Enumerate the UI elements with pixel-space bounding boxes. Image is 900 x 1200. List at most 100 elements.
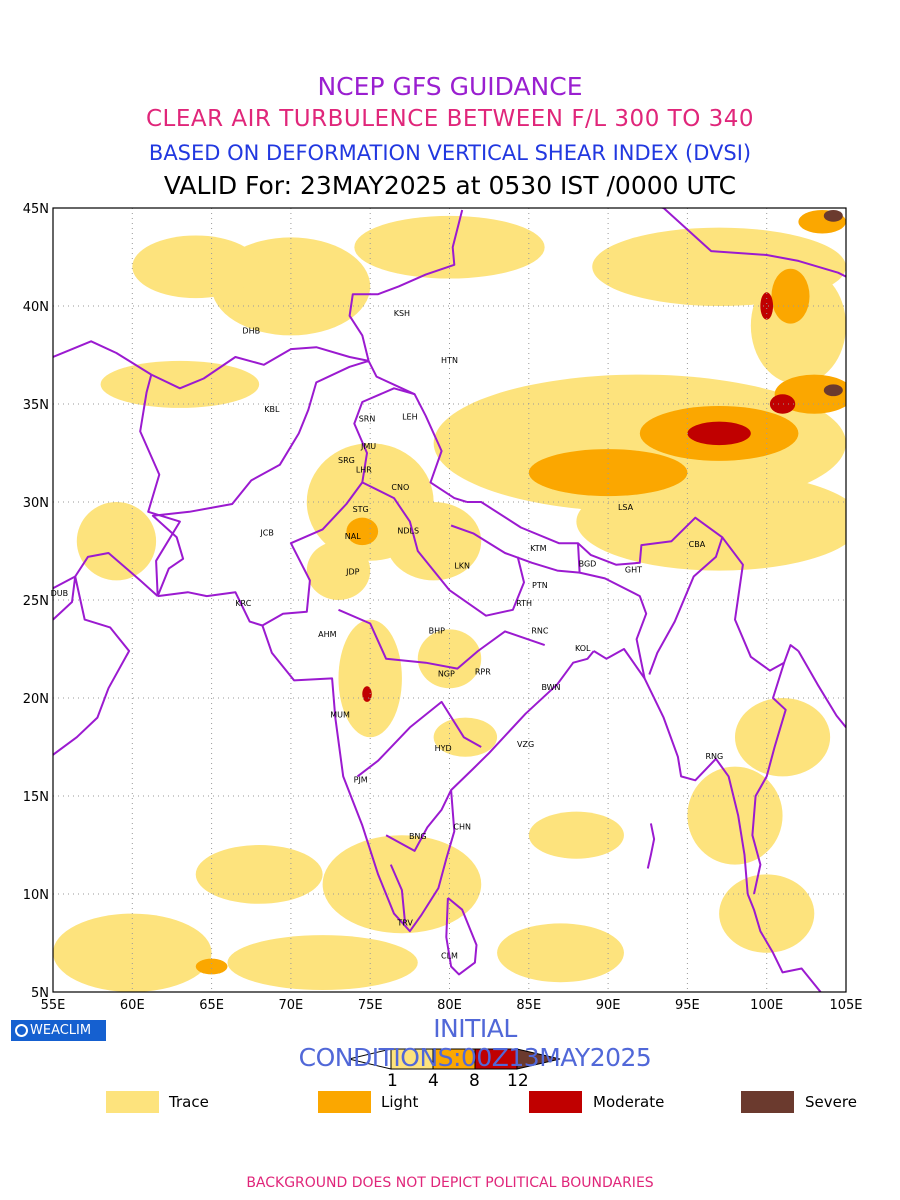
turbulence-light-area-24	[528, 449, 688, 497]
lon-label-90E: 90E	[596, 998, 621, 1013]
turbulence-light-area-27	[771, 268, 810, 324]
title-valid-time: VALID For: 23MAY2025 at 0530 IST /0000 U…	[163, 171, 737, 200]
axis-labels: 55E 60E 65E 70E 75E 80E 85E 90E 95E 100E 105E 45N 40…	[23, 202, 863, 1013]
station-srg: SRG	[338, 456, 355, 465]
turbulence-trace-area-18	[497, 923, 624, 983]
boundary-thailand-inner	[751, 662, 787, 895]
title-index: BASED ON DEFORMATION VERTICAL SHEAR INDE…	[148, 141, 752, 165]
turbulence-trace-area-10	[76, 502, 157, 581]
boundary-pakistan-afghan	[151, 359, 416, 597]
station-pjm: PJM	[354, 775, 368, 784]
lon-label-100E: 100E	[750, 998, 783, 1013]
turbulence-moderate-area-33	[760, 292, 774, 320]
station-htn: HTN	[441, 356, 458, 365]
boundary-afghan-north	[150, 346, 369, 390]
station-ahm: AHM	[318, 630, 336, 639]
turbulence-trace-area-9	[100, 360, 260, 408]
station-clm: CLM	[441, 952, 458, 961]
lat-label-45N: 45N	[23, 202, 49, 217]
station-srn: SRN	[359, 415, 376, 424]
boundary-india-states-1	[361, 481, 525, 617]
boundary-pakistan-west	[157, 591, 263, 627]
station-bgd: BGD	[579, 560, 597, 569]
boundary-oman-coast	[53, 575, 131, 756]
legend-label-light: Light	[381, 1093, 419, 1111]
station-rng: RNG	[705, 752, 723, 761]
boundary-india-northwest	[261, 387, 468, 627]
boundary-iran-afghan	[139, 374, 181, 597]
lat-label-5N: 5N	[31, 986, 49, 1001]
boundary-se-asia-east	[797, 650, 846, 729]
station-kbl: KBL	[264, 405, 280, 414]
lon-label-70E: 70E	[279, 998, 304, 1013]
legend-label-trace: Trace	[169, 1093, 209, 1111]
boundary-china-west	[348, 209, 464, 362]
legend-label-moderate: Moderate	[593, 1093, 665, 1111]
station-stg: STG	[353, 505, 369, 514]
station-dub: DUB	[51, 589, 69, 598]
boundary-northeast	[577, 516, 724, 675]
lon-label-80E: 80E	[437, 998, 462, 1013]
lat-label-20N: 20N	[23, 692, 49, 707]
boundary-lines	[53, 208, 846, 992]
station-krc: KRC	[235, 599, 251, 608]
lon-label-65E: 65E	[199, 998, 224, 1013]
initial-conditions: INITIAL CONDITIONS:00Z13MAY2025	[298, 1014, 652, 1072]
turbulence-trace-area-15	[195, 845, 323, 904]
lon-label-95E: 95E	[675, 998, 700, 1013]
station-vzg: VZG	[517, 740, 534, 749]
colorbar-segment-above	[516, 1048, 561, 1070]
lon-label-60E: 60E	[120, 998, 145, 1013]
lon-label-105E: 105E	[829, 998, 862, 1013]
turbulence-severe-area-36	[823, 384, 843, 397]
station-cba: CBA	[689, 540, 706, 549]
station-mum: MUM	[330, 711, 350, 720]
station-bng: BNG	[409, 832, 427, 841]
station-lhr: LHR	[356, 466, 372, 475]
station-hyd: HYD	[435, 744, 452, 753]
title-product: CLEAR AIR TURBULENCE BETWEEN F/L 300 TO …	[145, 106, 755, 132]
station-jmu: JMU	[360, 442, 376, 451]
station-trv: TRV	[396, 918, 413, 927]
station-ght: GHT	[625, 566, 642, 575]
turbulence-trace-area-1	[132, 235, 260, 299]
turbulence-trace-area-16	[53, 913, 212, 992]
legend-label-severe: Severe	[805, 1093, 857, 1111]
title-model: NCEP GFS GUIDANCE	[317, 72, 583, 101]
lat-label-35N: 35N	[23, 398, 49, 413]
turbulence-moderate-area-31	[687, 421, 751, 446]
turbulence-layer	[53, 209, 846, 992]
colorbar-tick-1: 1	[387, 1071, 398, 1091]
boundary-bangladesh	[579, 571, 648, 680]
station-ptn: PTN	[532, 581, 548, 590]
station-bwn: BWN	[541, 683, 560, 692]
boundary-disclaimer: BACKGROUND DOES NOT DEPICT POLITICAL BOU…	[246, 1175, 654, 1191]
boundary-mongolia	[659, 208, 846, 278]
station-lkn: LKN	[454, 562, 470, 571]
boundary-india-states-3	[356, 700, 482, 778]
boundary-sri-lanka	[445, 897, 478, 976]
station-jdp: JDP	[345, 568, 360, 577]
lat-label-10N: 10N	[23, 888, 49, 903]
legend-swatch-trace	[106, 1091, 159, 1113]
lat-label-40N: 40N	[23, 300, 49, 315]
logo-text: WEACLIM	[30, 1023, 92, 1038]
map-frame	[52, 207, 847, 993]
turbulence-trace-area-5	[576, 472, 846, 571]
turbulence-trace-area-14	[322, 835, 482, 934]
station-rth: RTH	[516, 599, 532, 608]
colorbar-tick-4: 4	[428, 1071, 439, 1091]
station-ksh: KSH	[394, 309, 410, 318]
turbulence-trace-area-17	[227, 935, 418, 991]
turbulence-light-area-30	[195, 958, 228, 975]
boundary-bay-coast-thai	[746, 893, 822, 992]
boundary-gulf-coast	[53, 552, 159, 597]
lat-lon-grid	[53, 208, 846, 992]
turbulence-trace-area-22	[528, 811, 624, 859]
lat-label-30N: 30N	[23, 496, 49, 511]
boundary-india-states-4	[385, 789, 452, 852]
station-rpr: RPR	[475, 667, 491, 676]
lon-label-85E: 85E	[516, 998, 541, 1013]
station-lsa: LSA	[618, 503, 634, 512]
